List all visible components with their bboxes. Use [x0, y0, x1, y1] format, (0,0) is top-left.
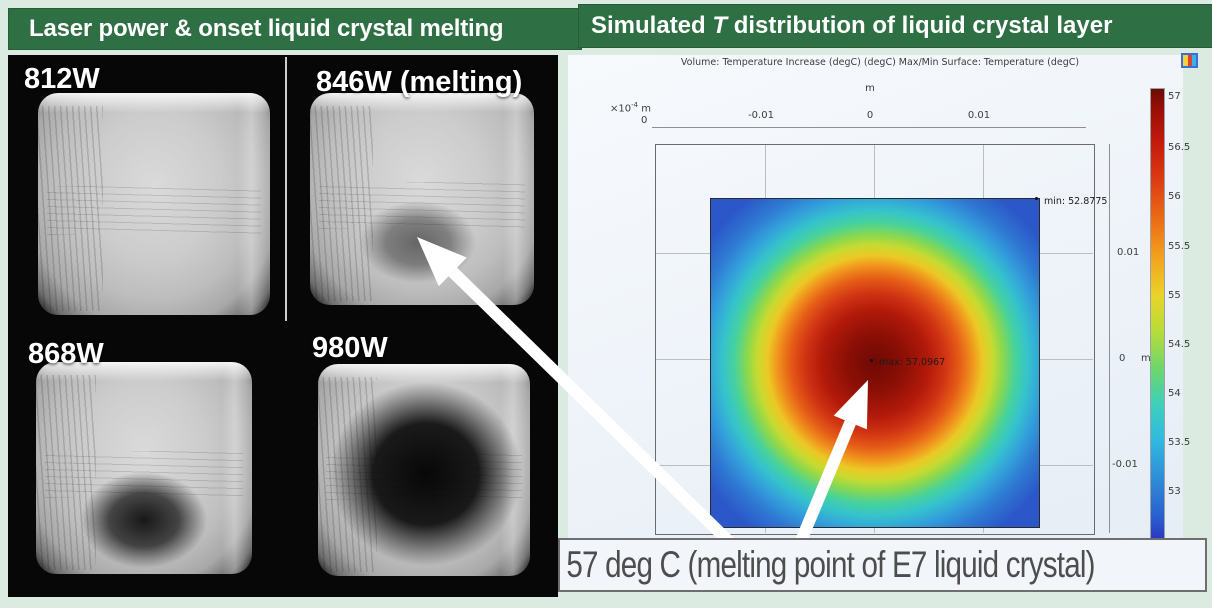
temperature-colorbar — [1150, 88, 1165, 540]
y-axis-line — [1109, 144, 1110, 533]
max-marker-dot — [870, 359, 873, 362]
image-divider-line — [285, 57, 287, 321]
colorbar-tick-55: 55 — [1168, 290, 1181, 301]
y-tick-0: 0 — [1119, 353, 1126, 364]
melting-point-callout-text: 57 deg C (melting point of E7 liquid cry… — [566, 544, 1095, 585]
min-temperature-label: min: 52.8775 — [1044, 196, 1108, 207]
x-tick-0: 0 — [866, 110, 874, 121]
colorbar-tick-57: 57 — [1168, 91, 1181, 102]
temperature-heatmap — [710, 198, 1040, 528]
x-tick-0.01: 0.01 — [967, 110, 991, 121]
depth-scale-zero: 0 — [641, 115, 648, 126]
left-panel-title-text: Laser power & onset liquid crystal melti… — [29, 15, 504, 42]
melting-spot-868W — [81, 472, 207, 568]
colorbar-tick-53: 53 — [1168, 486, 1181, 497]
plot-window-icon[interactable] — [1181, 53, 1198, 68]
melting-spot-980W — [330, 382, 522, 566]
specimen-image-868W — [36, 362, 252, 574]
colorbar-tick-53.5: 53.5 — [1168, 437, 1191, 448]
y-tick--0.01: -0.01 — [1112, 459, 1138, 470]
power-label-980W: 980W — [312, 332, 388, 364]
specimen-image-846W — [310, 93, 534, 305]
power-label-812W: 812W — [24, 63, 100, 95]
power-label-846W: 846W (melting) — [316, 66, 523, 98]
specimen-texture — [38, 106, 103, 311]
melting-point-callout: 57 deg C (melting point of E7 liquid cry… — [558, 538, 1207, 592]
colorbar-tick-54: 54 — [1168, 388, 1181, 399]
specimen-image-812W — [38, 93, 270, 315]
x-tick--0.01: -0.01 — [748, 110, 774, 121]
depth-scale-label: ×10-4 m — [610, 101, 652, 115]
right-panel-title: Simulated T distribution of liquid cryst… — [578, 4, 1212, 48]
power-label-868W: 868W — [28, 338, 104, 370]
y-axis-unit: m — [1141, 353, 1151, 364]
specimen-texture — [47, 186, 261, 236]
right-panel-title-text: Simulated T distribution of liquid cryst… — [591, 12, 1113, 39]
specimen-texture — [310, 105, 373, 301]
experiment-image-panel: 812W 846W (melting) 868W 980W 21 x 21 mm… — [8, 55, 558, 597]
y-tick-0.01: 0.01 — [1117, 247, 1140, 258]
colorbar-tick-56.5: 56.5 — [1168, 142, 1191, 153]
melting-spot-846W — [360, 201, 476, 283]
italic-T: T — [712, 12, 728, 39]
min-marker-dot — [1035, 197, 1038, 200]
left-panel-title: Laser power & onset liquid crystal melti… — [8, 8, 582, 50]
colorbar-tick-56: 56 — [1168, 191, 1181, 202]
x-axis-line — [652, 127, 1086, 128]
plot-title: Volume: Temperature Increase (degC) (deg… — [680, 57, 1080, 68]
colorbar-tick-55.5: 55.5 — [1168, 241, 1191, 252]
specimen-image-980W — [318, 364, 530, 576]
colorbar-tick-54.5: 54.5 — [1168, 339, 1191, 350]
x-axis-unit: m — [865, 83, 875, 94]
max-temperature-label: max: 57.0967 — [879, 357, 946, 368]
